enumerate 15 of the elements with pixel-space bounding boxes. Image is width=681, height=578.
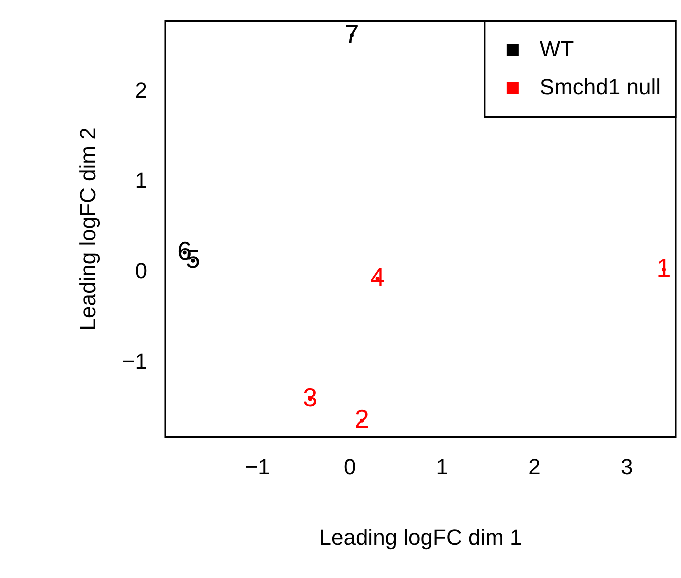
- y-tick-label: −1: [122, 349, 148, 374]
- x-tick-label: 0: [344, 454, 356, 480]
- legend-label: Smchd1 null: [540, 74, 662, 100]
- y-tick-label: 2: [135, 78, 148, 103]
- x-tick-label: 3: [620, 454, 634, 480]
- legend-label: WT: [540, 36, 574, 62]
- y-axis-title: Leading logFC dim 2: [75, 128, 100, 331]
- y-tick-label: 1: [135, 168, 148, 194]
- x-axis-title: Leading logFC dim 1: [319, 524, 522, 550]
- x-tick-label: 2: [528, 454, 541, 480]
- y-tick-label: 0: [135, 258, 148, 284]
- x-tick-label: 1: [436, 454, 449, 480]
- annotation: 4: [370, 262, 386, 292]
- x-tick-label: −1: [245, 454, 270, 480]
- annotation: 3: [303, 382, 318, 412]
